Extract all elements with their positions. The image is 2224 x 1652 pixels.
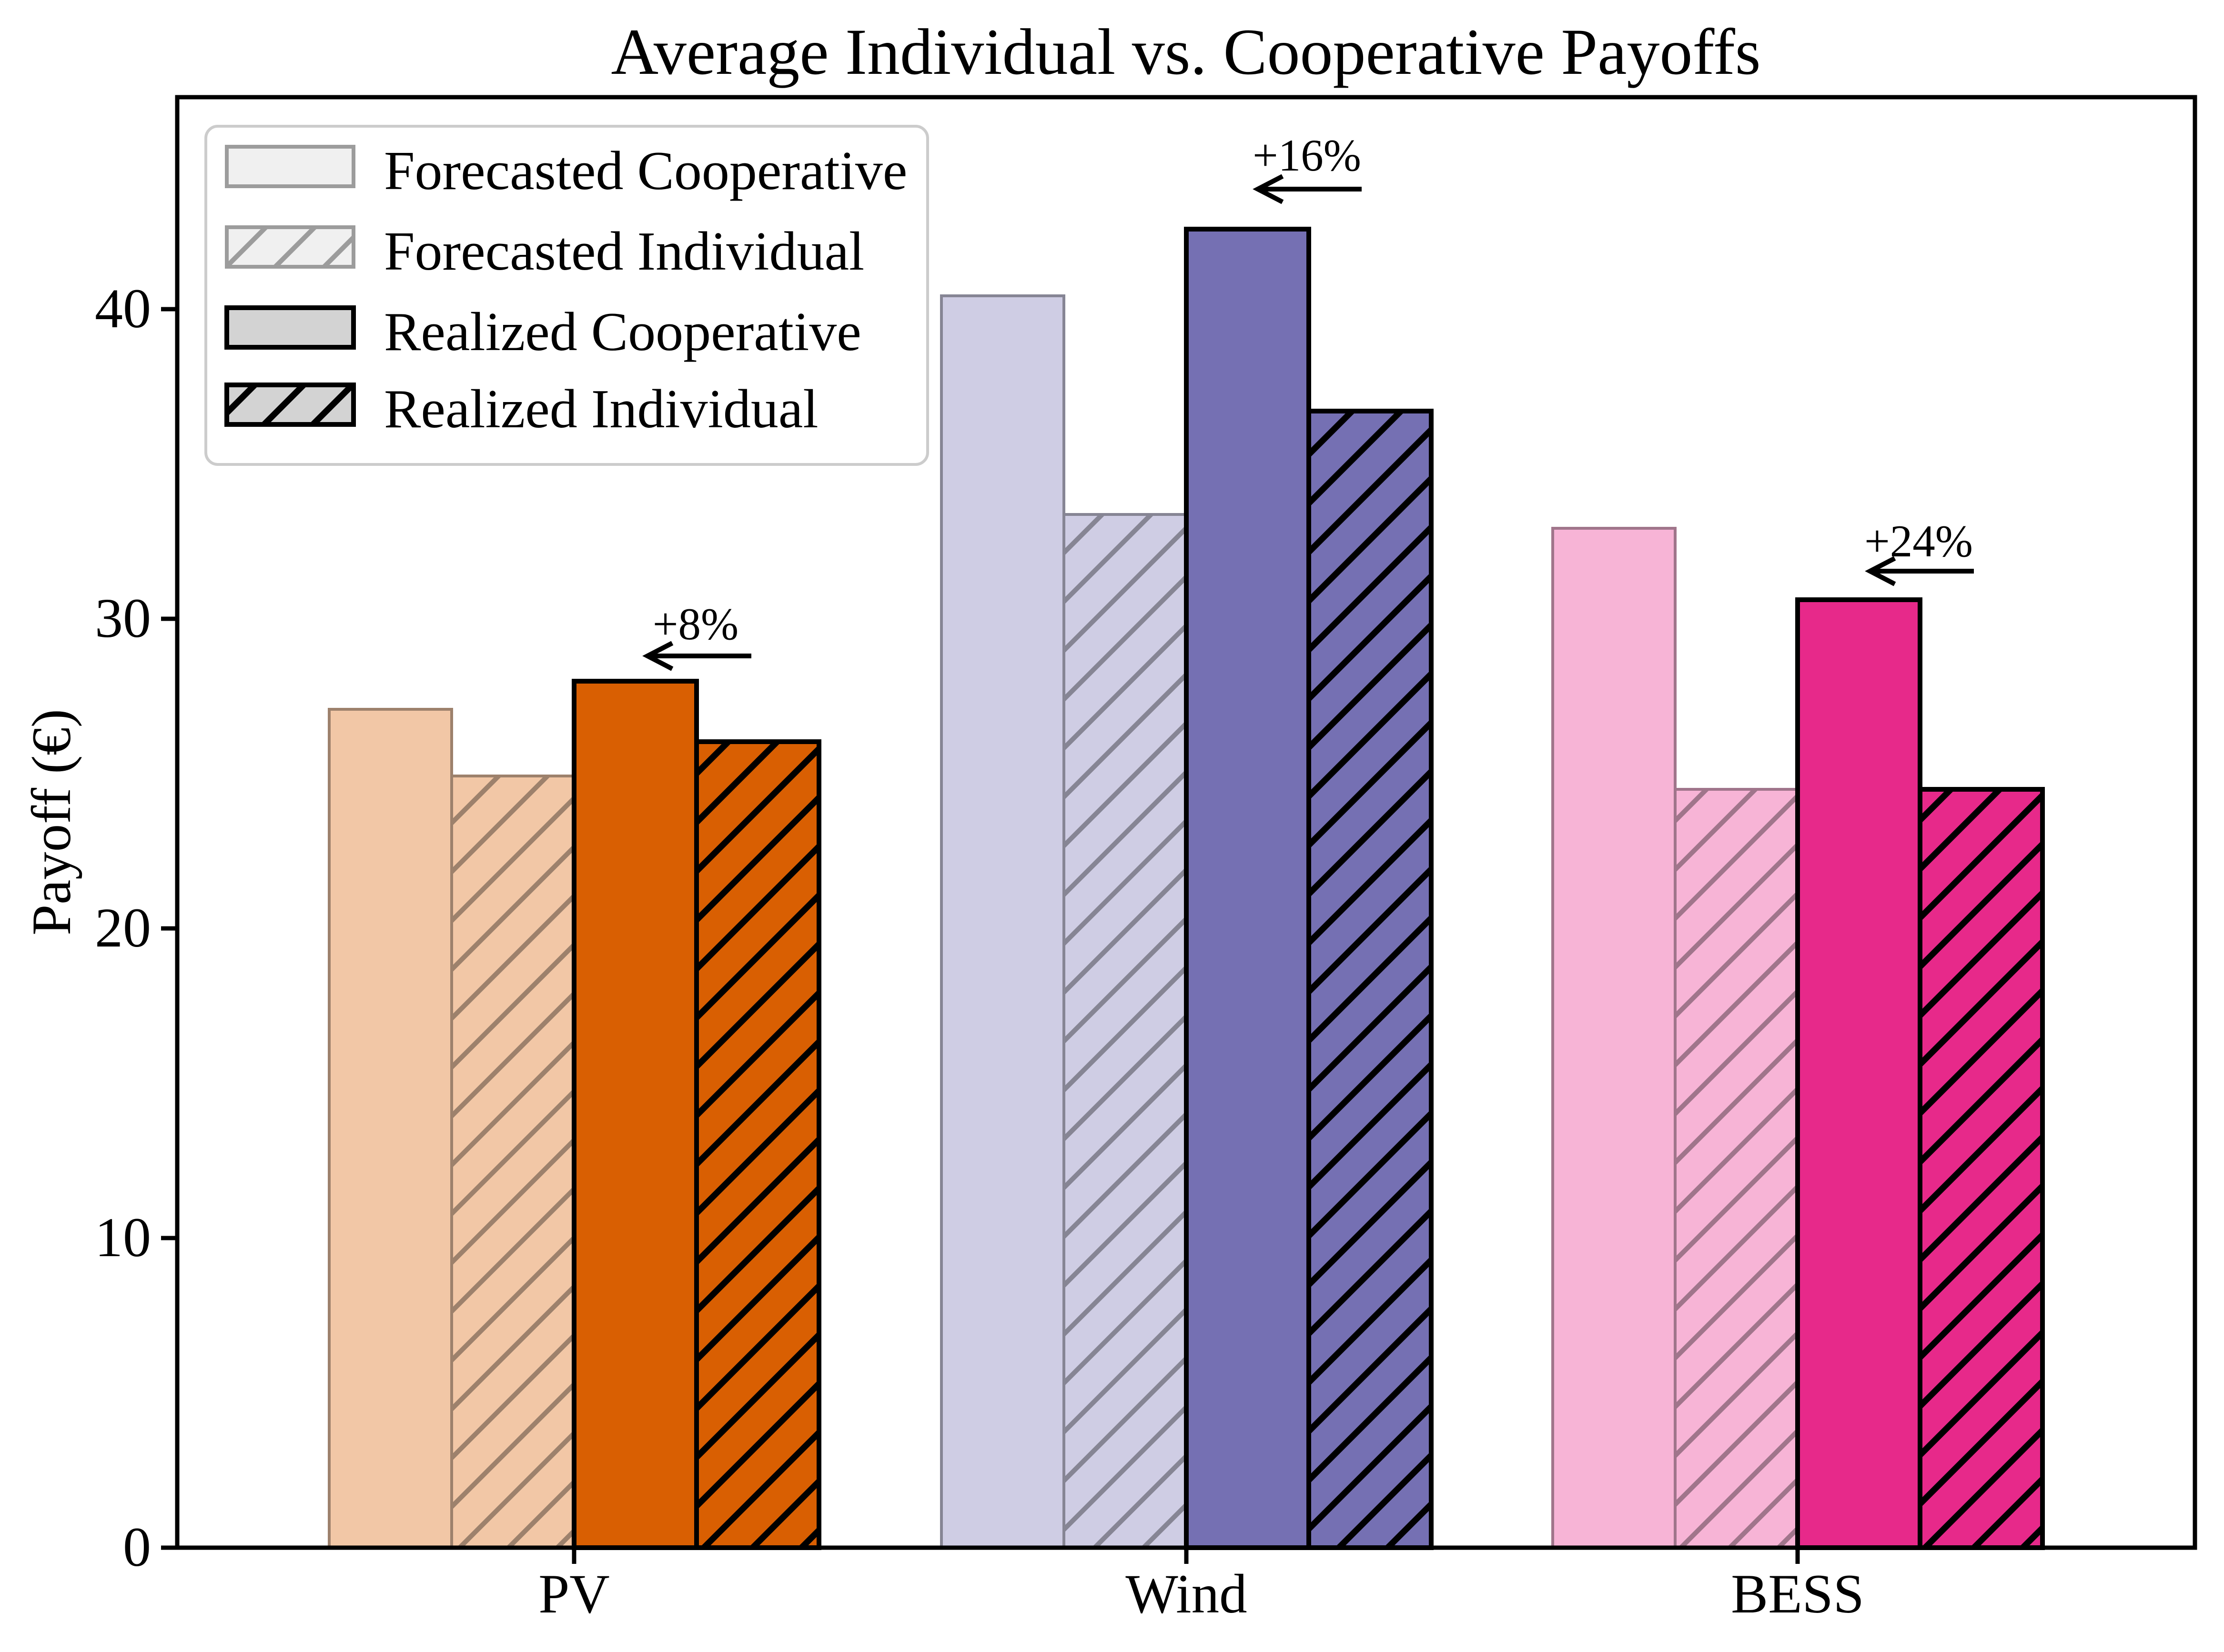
svg-text:+16%: +16%: [1253, 130, 1361, 181]
svg-text:10: 10: [95, 1206, 151, 1269]
svg-text:Average Individual vs. Coopera: Average Individual vs. Cooperative Payof…: [611, 15, 1760, 88]
svg-text:40: 40: [95, 277, 151, 340]
svg-text:Wind: Wind: [1125, 1563, 1247, 1625]
svg-text:Forecasted Cooperative: Forecasted Cooperative: [384, 141, 907, 201]
svg-text:PV: PV: [538, 1563, 610, 1625]
svg-text:+8%: +8%: [653, 599, 738, 649]
svg-text:Realized Cooperative: Realized Cooperative: [384, 302, 861, 363]
svg-text:Realized Individual: Realized Individual: [384, 379, 819, 440]
svg-text:30: 30: [95, 587, 151, 649]
svg-text:0: 0: [123, 1516, 151, 1578]
svg-text:BESS: BESS: [1731, 1563, 1864, 1625]
svg-text:Payoff (€): Payoff (€): [21, 709, 82, 935]
svg-text:20: 20: [95, 897, 151, 959]
svg-text:+24%: +24%: [1864, 516, 1973, 566]
svg-text:Forecasted Individual: Forecasted Individual: [384, 221, 864, 282]
